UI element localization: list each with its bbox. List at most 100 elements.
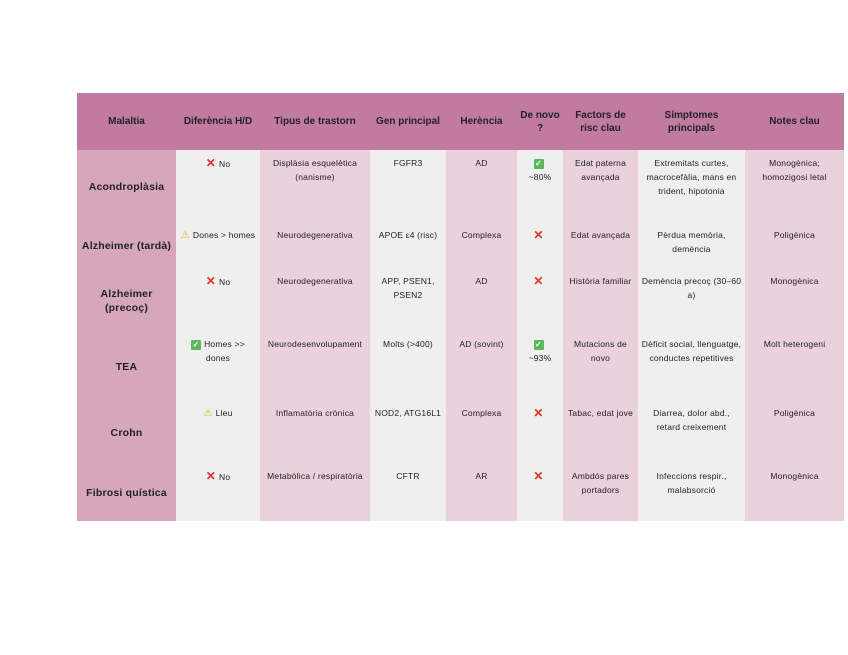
cell-type: Metabòlica / respiratòria xyxy=(260,463,370,521)
cell-text: No xyxy=(218,472,231,482)
table-row: Acondroplàsia ✕ No Displàsia esquelètica (n… xyxy=(77,150,844,222)
column-header: Tipus de trastorn xyxy=(260,93,370,150)
cell-denovo: ✓ ~93% xyxy=(517,331,563,400)
cell-text: Metabòlica / respiratòria xyxy=(267,471,363,481)
column-header: Símptomes principals xyxy=(638,93,745,150)
cell-text: Inflamatòria crònica xyxy=(275,408,355,418)
cell-text: APP, PSEN1, PSEN2 xyxy=(381,276,435,300)
cell-text: Acondroplàsia xyxy=(88,181,165,193)
cell-gene: NOD2, ATG16L1 xyxy=(370,400,446,463)
cell-notes: Monogènica; homozigosi letal xyxy=(745,150,844,222)
cell-name: Alzheimer (tardà) xyxy=(77,222,176,268)
cell-text: AD (sovint) xyxy=(459,339,504,349)
table-row: Alzheimer (precoç) ✕ No Neurodegenerativa AP… xyxy=(77,268,844,331)
cell-text: Edat paterna avançada xyxy=(574,158,627,182)
cell-diff: ✓ Homes >> dones xyxy=(176,331,260,400)
cell-text: CFTR xyxy=(396,471,420,481)
cell-gene: FGFR3 xyxy=(370,150,446,222)
cell-symptoms: Infeccions respir., malabsorció xyxy=(638,463,745,521)
cell-text: AD xyxy=(475,276,488,286)
cell-text: Neurodesenvolupament xyxy=(267,339,363,349)
cell-text: AD xyxy=(475,158,488,168)
cell-notes: Poligènica xyxy=(745,400,844,463)
cell-risk: Mutacions de novo xyxy=(563,331,638,400)
cell-name: TEA xyxy=(77,331,176,400)
warning-icon: ⚠ xyxy=(180,230,190,241)
disease-comparison-table: Malaltia Diferència H/D Tipus de trastorn G… xyxy=(77,93,844,521)
cross-icon: ✕ xyxy=(533,274,544,288)
cell-text: Monogènica; homozigosi letal xyxy=(762,158,827,182)
header-row: Malaltia Diferència H/D Tipus de trastorn G… xyxy=(77,93,844,150)
column-header: Gen principal xyxy=(370,93,446,150)
cell-text: ~93% xyxy=(528,353,552,363)
cell-text: Demència precoç (30–60 a) xyxy=(641,276,742,300)
cell-text: Tabac, edat jove xyxy=(567,408,634,418)
cell-gene: APOE ε4 (risc) xyxy=(370,222,446,268)
cell-gene: CFTR xyxy=(370,463,446,521)
cross-icon: ✕ xyxy=(205,156,216,170)
cell-notes: Poligènica xyxy=(745,222,844,268)
cell-text: Molts (>400) xyxy=(383,339,433,349)
cell-risk: Tabac, edat jove xyxy=(563,400,638,463)
cell-type: Neurodegenerativa xyxy=(260,268,370,331)
cell-text: Poligènica xyxy=(773,408,816,418)
cell-text: Complexa xyxy=(461,408,502,418)
column-header: De novo ? xyxy=(517,93,563,150)
cross-icon: ✕ xyxy=(205,274,216,288)
cell-text: Pèrdua memòria, demència xyxy=(657,230,726,254)
cell-diff: ✕ No xyxy=(176,150,260,222)
cell-symptoms: Extremitats curtes, macrocefàlia, mans e… xyxy=(638,150,745,222)
cell-name: Crohn xyxy=(77,400,176,463)
cell-risk: Història familiar xyxy=(563,268,638,331)
cell-text: Monogènica xyxy=(770,471,819,481)
cell-denovo: ✕ xyxy=(517,222,563,268)
cell-symptoms: Pèrdua memòria, demència xyxy=(638,222,745,268)
cell-type: Inflamatòria crònica xyxy=(260,400,370,463)
check-icon: ✓ xyxy=(533,159,544,169)
cell-text: Monogènica xyxy=(770,276,819,286)
cell-text: FGFR3 xyxy=(393,158,423,168)
cell-denovo: ✓ ~80% xyxy=(517,150,563,222)
cell-risk: Edat avançada xyxy=(563,222,638,268)
cell-text: Displàsia esquelètica (nanisme) xyxy=(272,158,358,182)
cell-text: Alzheimer (tardà) xyxy=(81,240,172,252)
cell-text: Dones > homes xyxy=(192,230,256,240)
cell-diff: ⚠ Lleu xyxy=(176,400,260,463)
cross-icon: ✕ xyxy=(533,406,544,420)
cell-text: Molt heterogeni xyxy=(763,339,826,349)
cell-text: No xyxy=(218,159,231,169)
cell-text: Història familiar xyxy=(569,276,632,286)
column-header: Notes clau xyxy=(745,93,844,150)
cell-text: ~80% xyxy=(528,172,552,182)
column-header: Factors de risc clau xyxy=(563,93,638,150)
cell-notes: Monogènica xyxy=(745,463,844,521)
cell-text: Lleu xyxy=(215,408,233,418)
cell-text: Diarrea, dolor abd., retard creixement xyxy=(653,408,730,432)
cell-inheritance: AR xyxy=(446,463,517,521)
cell-inheritance: AD (sovint) xyxy=(446,331,517,400)
cell-type: Neurodegenerativa xyxy=(260,222,370,268)
table-row: Alzheimer (tardà) ⚠ Dones > homes Neurodege… xyxy=(77,222,844,268)
cell-text: No xyxy=(218,277,231,287)
cell-notes: Monogènica xyxy=(745,268,844,331)
cell-text: Mutacions de novo xyxy=(574,339,627,363)
cell-text: Extremitats curtes, macrocefàlia, mans e… xyxy=(646,158,737,196)
cell-denovo: ✕ xyxy=(517,400,563,463)
cell-inheritance: AD xyxy=(446,268,517,331)
cell-text: Neurodegenerativa xyxy=(277,230,353,240)
cross-icon: ✕ xyxy=(533,469,544,483)
cell-text: NOD2, ATG16L1 xyxy=(374,408,442,418)
column-header: Diferència H/D xyxy=(176,93,260,150)
cell-text: Complexa xyxy=(461,230,502,240)
cross-icon: ✕ xyxy=(205,469,216,483)
table-row: TEA ✓ Homes >> dones Neurodesenvolupament Mo… xyxy=(77,331,844,400)
cell-text: Ambdós pares portadors xyxy=(571,471,630,495)
cell-type: Neurodesenvolupament xyxy=(260,331,370,400)
cell-inheritance: Complexa xyxy=(446,400,517,463)
cell-symptoms: Dèficit social, llenguatge, conductes re… xyxy=(638,331,745,400)
cell-notes: Molt heterogeni xyxy=(745,331,844,400)
check-icon: ✓ xyxy=(533,340,544,350)
cell-diff: ✕ No xyxy=(176,463,260,521)
cell-text: Crohn xyxy=(110,426,143,439)
cell-denovo: ✕ xyxy=(517,463,563,521)
